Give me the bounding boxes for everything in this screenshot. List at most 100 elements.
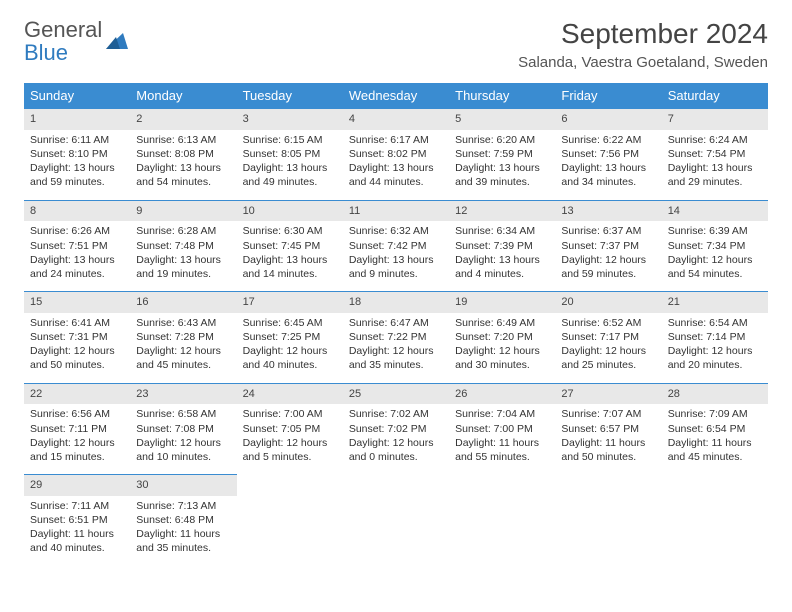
calendar-day-cell: 14Sunrise: 6:39 AMSunset: 7:34 PMDayligh… bbox=[662, 200, 768, 292]
day-body: Sunrise: 7:04 AMSunset: 7:00 PMDaylight:… bbox=[449, 404, 555, 474]
calendar-day-cell: 23Sunrise: 6:58 AMSunset: 7:08 PMDayligh… bbox=[130, 383, 236, 475]
calendar-day-cell: 19Sunrise: 6:49 AMSunset: 7:20 PMDayligh… bbox=[449, 292, 555, 384]
calendar-day-cell: 12Sunrise: 6:34 AMSunset: 7:39 PMDayligh… bbox=[449, 200, 555, 292]
weekday-header: Tuesday bbox=[237, 83, 343, 109]
header: General Blue September 2024 Salanda, Vae… bbox=[24, 18, 768, 71]
day-body: Sunrise: 7:13 AMSunset: 6:48 PMDaylight:… bbox=[130, 496, 236, 566]
calendar-day-cell bbox=[343, 475, 449, 566]
day-body: Sunrise: 6:47 AMSunset: 7:22 PMDaylight:… bbox=[343, 313, 449, 383]
calendar-day-cell: 11Sunrise: 6:32 AMSunset: 7:42 PMDayligh… bbox=[343, 200, 449, 292]
day-body: Sunrise: 6:56 AMSunset: 7:11 PMDaylight:… bbox=[24, 404, 130, 474]
calendar-day-cell: 6Sunrise: 6:22 AMSunset: 7:56 PMDaylight… bbox=[555, 109, 661, 201]
calendar-day-cell: 28Sunrise: 7:09 AMSunset: 6:54 PMDayligh… bbox=[662, 383, 768, 475]
weekday-header: Wednesday bbox=[343, 83, 449, 109]
day-body: Sunrise: 6:11 AMSunset: 8:10 PMDaylight:… bbox=[24, 130, 130, 200]
day-number: 1 bbox=[24, 109, 130, 130]
day-body: Sunrise: 6:28 AMSunset: 7:48 PMDaylight:… bbox=[130, 221, 236, 291]
day-number: 12 bbox=[449, 201, 555, 222]
day-number: 27 bbox=[555, 384, 661, 405]
calendar-day-cell: 29Sunrise: 7:11 AMSunset: 6:51 PMDayligh… bbox=[24, 475, 130, 566]
weekday-header: Monday bbox=[130, 83, 236, 109]
day-body: Sunrise: 6:17 AMSunset: 8:02 PMDaylight:… bbox=[343, 130, 449, 200]
calendar-day-cell: 5Sunrise: 6:20 AMSunset: 7:59 PMDaylight… bbox=[449, 109, 555, 201]
day-body: Sunrise: 7:02 AMSunset: 7:02 PMDaylight:… bbox=[343, 404, 449, 474]
day-number: 13 bbox=[555, 201, 661, 222]
calendar-day-cell: 20Sunrise: 6:52 AMSunset: 7:17 PMDayligh… bbox=[555, 292, 661, 384]
day-body: Sunrise: 6:43 AMSunset: 7:28 PMDaylight:… bbox=[130, 313, 236, 383]
calendar-day-cell bbox=[662, 475, 768, 566]
day-number: 18 bbox=[343, 292, 449, 313]
calendar-day-cell: 8Sunrise: 6:26 AMSunset: 7:51 PMDaylight… bbox=[24, 200, 130, 292]
calendar-week-row: 22Sunrise: 6:56 AMSunset: 7:11 PMDayligh… bbox=[24, 383, 768, 475]
day-body: Sunrise: 6:20 AMSunset: 7:59 PMDaylight:… bbox=[449, 130, 555, 200]
day-body: Sunrise: 6:34 AMSunset: 7:39 PMDaylight:… bbox=[449, 221, 555, 291]
day-number: 9 bbox=[130, 201, 236, 222]
brand-logo: General Blue bbox=[24, 18, 128, 64]
day-body: Sunrise: 6:22 AMSunset: 7:56 PMDaylight:… bbox=[555, 130, 661, 200]
weekday-header-row: SundayMondayTuesdayWednesdayThursdayFrid… bbox=[24, 83, 768, 109]
weekday-header: Thursday bbox=[449, 83, 555, 109]
day-body: Sunrise: 6:37 AMSunset: 7:37 PMDaylight:… bbox=[555, 221, 661, 291]
calendar-day-cell: 15Sunrise: 6:41 AMSunset: 7:31 PMDayligh… bbox=[24, 292, 130, 384]
calendar-day-cell: 9Sunrise: 6:28 AMSunset: 7:48 PMDaylight… bbox=[130, 200, 236, 292]
day-number: 8 bbox=[24, 201, 130, 222]
calendar-day-cell: 30Sunrise: 7:13 AMSunset: 6:48 PMDayligh… bbox=[130, 475, 236, 566]
day-number: 24 bbox=[237, 384, 343, 405]
day-body: Sunrise: 6:13 AMSunset: 8:08 PMDaylight:… bbox=[130, 130, 236, 200]
day-body: Sunrise: 6:30 AMSunset: 7:45 PMDaylight:… bbox=[237, 221, 343, 291]
day-body: Sunrise: 6:58 AMSunset: 7:08 PMDaylight:… bbox=[130, 404, 236, 474]
day-body: Sunrise: 7:09 AMSunset: 6:54 PMDaylight:… bbox=[662, 404, 768, 474]
brand-line2: Blue bbox=[24, 40, 68, 65]
day-number: 6 bbox=[555, 109, 661, 130]
calendar-day-cell: 1Sunrise: 6:11 AMSunset: 8:10 PMDaylight… bbox=[24, 109, 130, 201]
calendar-week-row: 1Sunrise: 6:11 AMSunset: 8:10 PMDaylight… bbox=[24, 109, 768, 201]
calendar-day-cell: 18Sunrise: 6:47 AMSunset: 7:22 PMDayligh… bbox=[343, 292, 449, 384]
weekday-header: Friday bbox=[555, 83, 661, 109]
logo-triangle-icon bbox=[106, 30, 128, 53]
day-number: 3 bbox=[237, 109, 343, 130]
calendar-table: SundayMondayTuesdayWednesdayThursdayFrid… bbox=[24, 83, 768, 566]
day-body: Sunrise: 6:41 AMSunset: 7:31 PMDaylight:… bbox=[24, 313, 130, 383]
day-number: 2 bbox=[130, 109, 236, 130]
day-number: 11 bbox=[343, 201, 449, 222]
day-number: 16 bbox=[130, 292, 236, 313]
title-block: September 2024 Salanda, Vaestra Goetalan… bbox=[518, 18, 768, 71]
calendar-week-row: 29Sunrise: 7:11 AMSunset: 6:51 PMDayligh… bbox=[24, 475, 768, 566]
day-number: 19 bbox=[449, 292, 555, 313]
day-number: 29 bbox=[24, 475, 130, 496]
day-number: 4 bbox=[343, 109, 449, 130]
day-number: 5 bbox=[449, 109, 555, 130]
day-body: Sunrise: 6:15 AMSunset: 8:05 PMDaylight:… bbox=[237, 130, 343, 200]
weekday-header: Saturday bbox=[662, 83, 768, 109]
day-number: 7 bbox=[662, 109, 768, 130]
day-body: Sunrise: 7:00 AMSunset: 7:05 PMDaylight:… bbox=[237, 404, 343, 474]
calendar-day-cell bbox=[449, 475, 555, 566]
calendar-week-row: 8Sunrise: 6:26 AMSunset: 7:51 PMDaylight… bbox=[24, 200, 768, 292]
day-number: 28 bbox=[662, 384, 768, 405]
weekday-header: Sunday bbox=[24, 83, 130, 109]
calendar-body: 1Sunrise: 6:11 AMSunset: 8:10 PMDaylight… bbox=[24, 109, 768, 566]
location: Salanda, Vaestra Goetaland, Sweden bbox=[518, 54, 768, 71]
calendar-day-cell: 26Sunrise: 7:04 AMSunset: 7:00 PMDayligh… bbox=[449, 383, 555, 475]
day-number: 23 bbox=[130, 384, 236, 405]
day-number: 14 bbox=[662, 201, 768, 222]
calendar-day-cell: 2Sunrise: 6:13 AMSunset: 8:08 PMDaylight… bbox=[130, 109, 236, 201]
day-body: Sunrise: 7:11 AMSunset: 6:51 PMDaylight:… bbox=[24, 496, 130, 566]
day-body: Sunrise: 6:52 AMSunset: 7:17 PMDaylight:… bbox=[555, 313, 661, 383]
calendar-day-cell: 27Sunrise: 7:07 AMSunset: 6:57 PMDayligh… bbox=[555, 383, 661, 475]
calendar-day-cell: 21Sunrise: 6:54 AMSunset: 7:14 PMDayligh… bbox=[662, 292, 768, 384]
brand-line1: General bbox=[24, 17, 102, 42]
day-number: 22 bbox=[24, 384, 130, 405]
calendar-day-cell: 3Sunrise: 6:15 AMSunset: 8:05 PMDaylight… bbox=[237, 109, 343, 201]
day-body: Sunrise: 6:54 AMSunset: 7:14 PMDaylight:… bbox=[662, 313, 768, 383]
month-title: September 2024 bbox=[518, 18, 768, 50]
calendar-day-cell: 10Sunrise: 6:30 AMSunset: 7:45 PMDayligh… bbox=[237, 200, 343, 292]
calendar-day-cell: 17Sunrise: 6:45 AMSunset: 7:25 PMDayligh… bbox=[237, 292, 343, 384]
day-number: 26 bbox=[449, 384, 555, 405]
calendar-day-cell: 16Sunrise: 6:43 AMSunset: 7:28 PMDayligh… bbox=[130, 292, 236, 384]
day-number: 20 bbox=[555, 292, 661, 313]
calendar-week-row: 15Sunrise: 6:41 AMSunset: 7:31 PMDayligh… bbox=[24, 292, 768, 384]
day-body: Sunrise: 6:39 AMSunset: 7:34 PMDaylight:… bbox=[662, 221, 768, 291]
day-body: Sunrise: 7:07 AMSunset: 6:57 PMDaylight:… bbox=[555, 404, 661, 474]
day-number: 21 bbox=[662, 292, 768, 313]
